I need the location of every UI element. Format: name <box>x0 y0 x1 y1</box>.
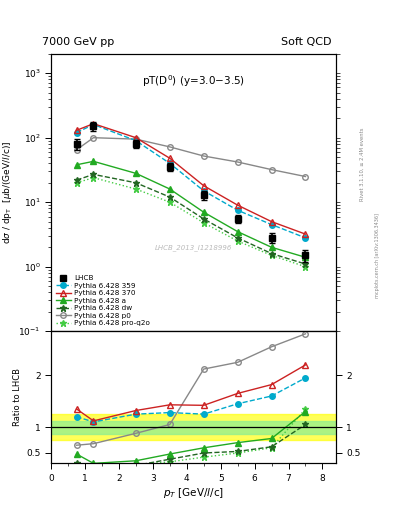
Bar <box>51 414 336 440</box>
X-axis label: $p_T$ [GeV/$\it{l}$/c]: $p_T$ [GeV/$\it{l}$/c] <box>163 485 224 500</box>
Text: LHCB_2013_I1218996: LHCB_2013_I1218996 <box>155 245 232 251</box>
Y-axis label: d$\sigma$ / dp$_\mathrm{T}$  [$\mu$b/(GeV/$\it{l}$/c)]: d$\sigma$ / dp$_\mathrm{T}$ [$\mu$b/(GeV… <box>1 141 14 244</box>
Text: pT(D$^0$) (y=3.0$-$3.5): pT(D$^0$) (y=3.0$-$3.5) <box>142 73 245 89</box>
Bar <box>51 421 336 434</box>
Legend: LHCB, Pythia 6.428 359, Pythia 6.428 370, Pythia 6.428 a, Pythia 6.428 dw, Pythi: LHCB, Pythia 6.428 359, Pythia 6.428 370… <box>55 274 152 328</box>
Text: Rivet 3.1.10, ≥ 2.4M events: Rivet 3.1.10, ≥ 2.4M events <box>360 127 365 201</box>
Text: Soft QCD: Soft QCD <box>281 37 332 47</box>
Text: 7000 GeV pp: 7000 GeV pp <box>42 37 115 47</box>
Y-axis label: Ratio to LHCB: Ratio to LHCB <box>13 368 22 426</box>
Text: mcplots.cern.ch [arXiv:1306.3436]: mcplots.cern.ch [arXiv:1306.3436] <box>375 214 380 298</box>
